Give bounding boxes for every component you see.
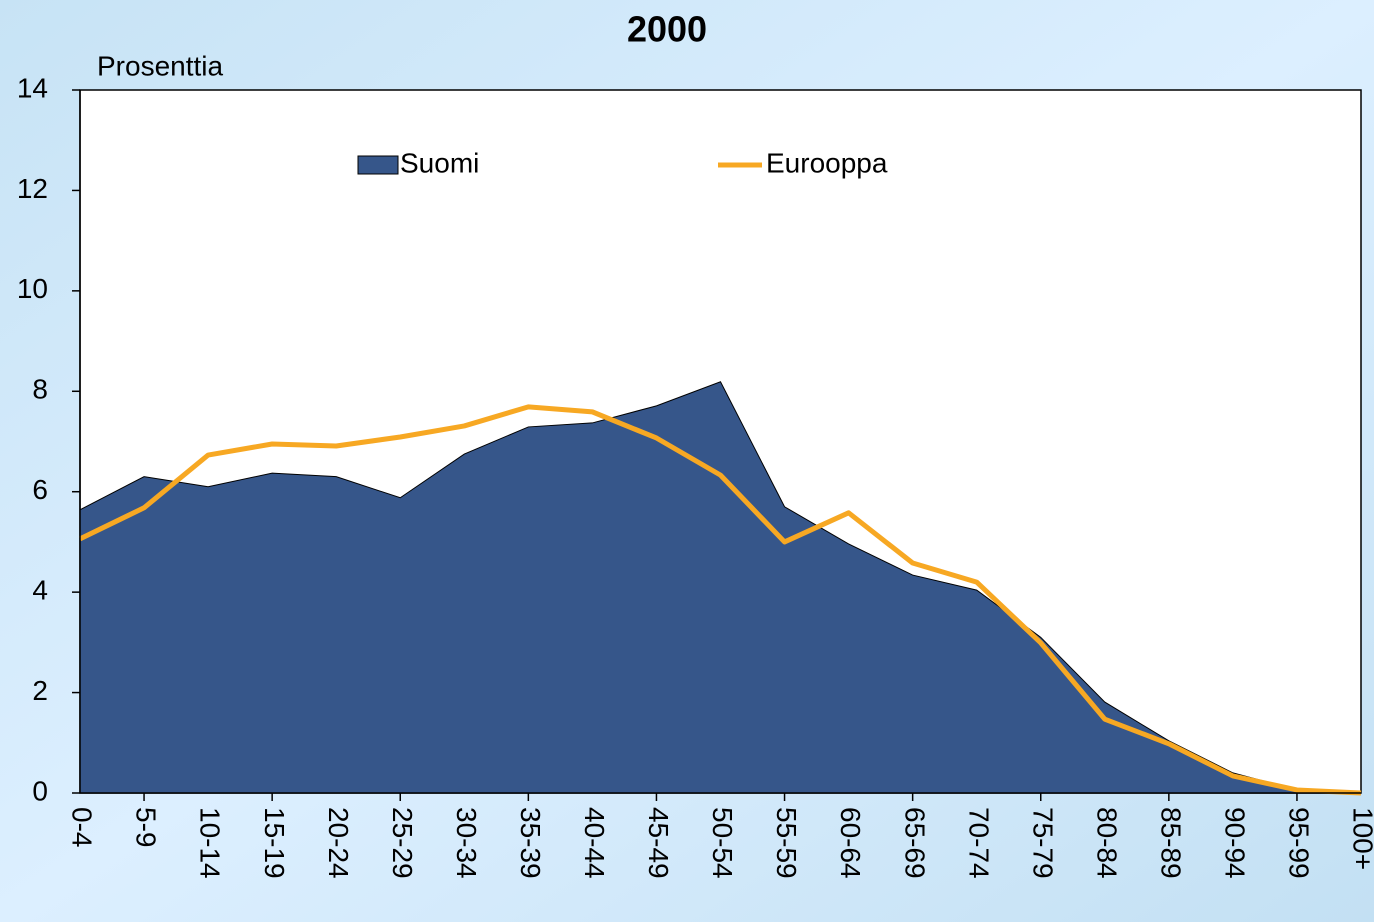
x-tick-label: 15-19: [259, 807, 290, 879]
x-tick-label: 20-24: [323, 807, 354, 879]
chart-title: 2000: [627, 9, 707, 50]
x-tick-label: 5-9: [131, 807, 162, 847]
x-tick-label: 10-14: [195, 807, 226, 879]
x-tick-label: 55-59: [771, 807, 802, 879]
legend-swatch: [357, 155, 399, 175]
x-tick-label: 90-94: [1220, 807, 1251, 879]
y-tick-label: 14: [17, 72, 48, 103]
y-tick-label: 0: [32, 775, 48, 806]
x-tick-label: 100+: [1348, 807, 1374, 870]
legend-label: Suomi: [400, 147, 479, 178]
x-tick-label: 60-64: [835, 807, 866, 879]
y-tick-label: 6: [32, 474, 48, 505]
y-tick-label: 8: [32, 374, 48, 405]
legend-label: Eurooppa: [766, 147, 888, 178]
x-tick-label: 35-39: [515, 807, 546, 879]
y-tick-label: 12: [17, 173, 48, 204]
x-tick-label: 85-89: [1155, 807, 1186, 879]
area: [79, 381, 1362, 794]
x-tick-label: 50-54: [707, 807, 738, 879]
x-tick-label: 65-69: [899, 807, 930, 879]
x-tick-label: 75-79: [1027, 807, 1058, 879]
y-tick-label: 10: [17, 273, 48, 304]
x-tick-label: 30-34: [451, 807, 482, 879]
y-tick-label: 4: [32, 575, 48, 606]
x-tick-label: 0-4: [67, 807, 98, 847]
y-axis-label: Prosenttia: [97, 50, 223, 81]
x-tick-label: 40-44: [579, 807, 610, 879]
line: [78, 404, 1362, 796]
x-tick-label: 70-74: [963, 807, 994, 879]
x-tick-label: 95-99: [1284, 807, 1315, 879]
x-tick-label: 45-49: [643, 807, 674, 879]
x-tick-label: 80-84: [1091, 807, 1122, 879]
x-tick-label: 25-29: [387, 807, 418, 879]
y-tick-label: 2: [32, 675, 48, 706]
